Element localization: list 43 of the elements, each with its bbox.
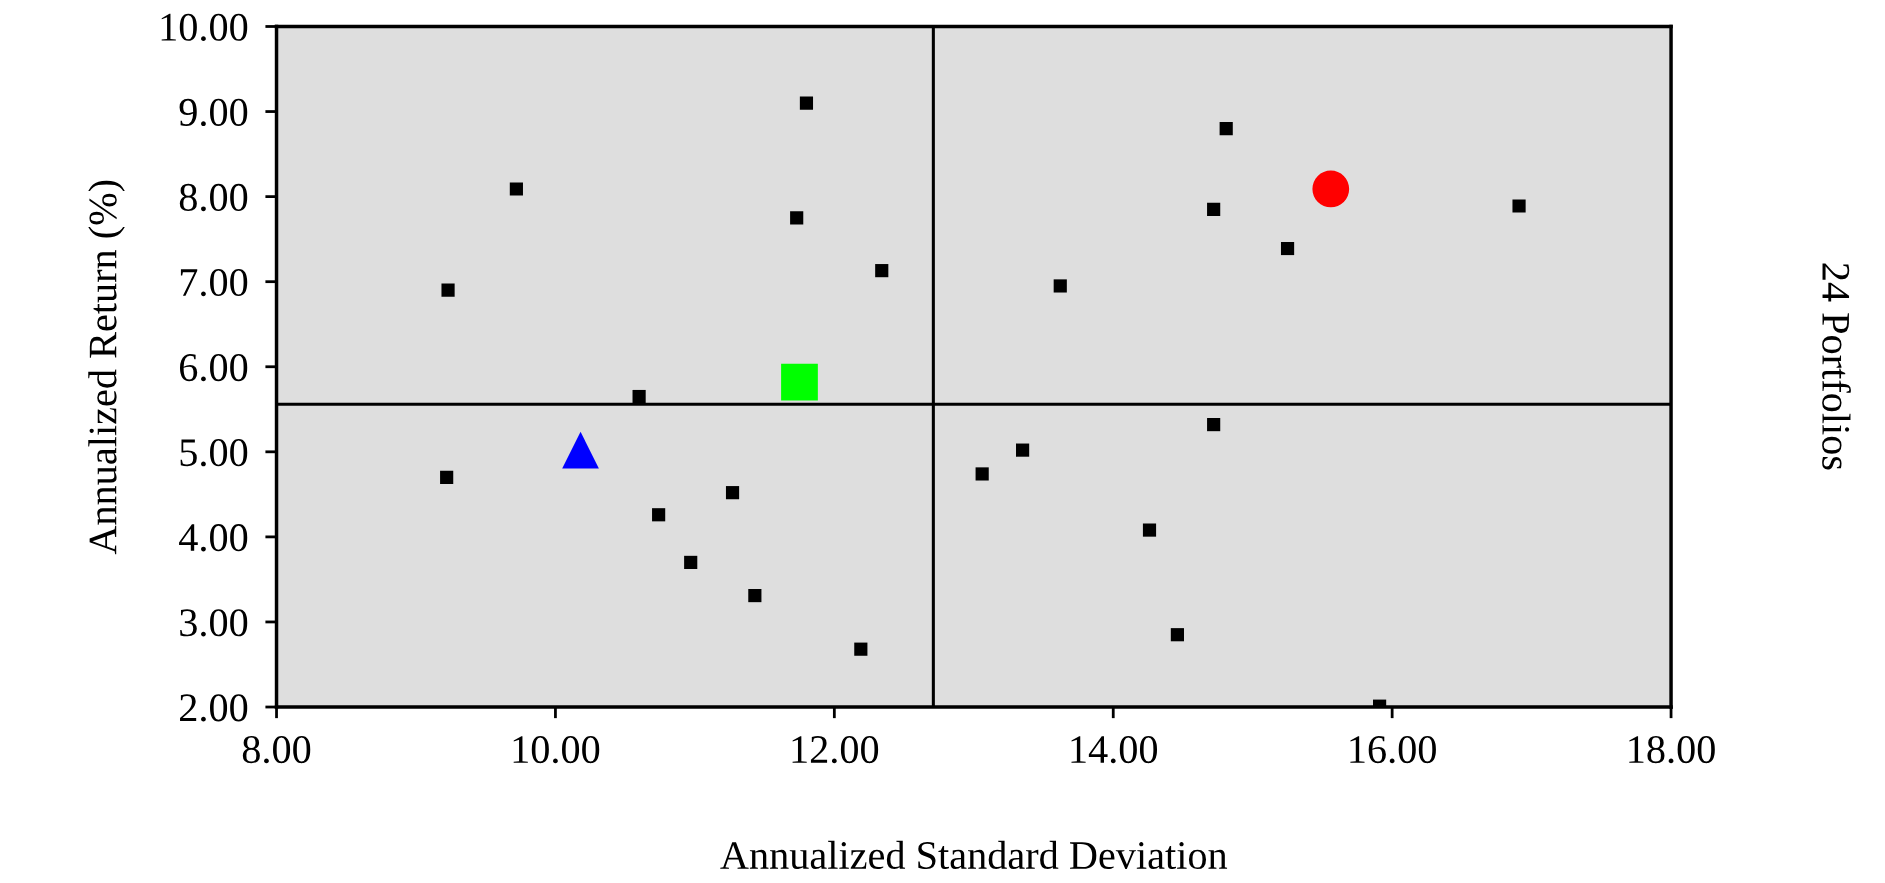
- y-tick-label: 2.00: [180, 694, 248, 722]
- point: [975, 467, 989, 481]
- point: [799, 96, 814, 110]
- point: [1053, 279, 1067, 293]
- text: 24 Portfolios: [1822, 263, 1851, 470]
- x-tick-label: 10.00: [513, 735, 600, 764]
- point: [1219, 121, 1233, 136]
- y-tick-label: 7.00: [180, 268, 248, 297]
- x-tick-label: 14.00: [1071, 735, 1158, 764]
- point: [1170, 628, 1184, 642]
- point: [875, 264, 889, 278]
- x-axis-title: Annualized Standard Deviation: [720, 840, 1228, 870]
- y-tick-label: 6.00: [180, 353, 248, 382]
- point: [1207, 202, 1221, 216]
- point: [440, 470, 454, 484]
- x-tick-label: 8.00: [242, 735, 311, 764]
- point: [1312, 170, 1350, 208]
- point: [562, 431, 599, 469]
- point: [790, 211, 804, 225]
- y-tick-label: 5.00: [180, 439, 248, 467]
- point: [1207, 418, 1221, 432]
- y-tick-label: 9.00: [179, 98, 248, 127]
- point: [441, 283, 455, 297]
- point: [1280, 241, 1295, 256]
- point: [1016, 443, 1030, 457]
- point: [509, 182, 523, 196]
- y-tick-label: 8.00: [179, 183, 248, 212]
- y-tick-label: 4.00: [179, 524, 248, 552]
- y-tick-label: 3.00: [180, 609, 248, 637]
- point: [632, 389, 646, 404]
- point: [1142, 523, 1157, 537]
- point: [652, 508, 666, 522]
- point: [781, 363, 818, 401]
- point: [854, 642, 868, 656]
- point: [684, 555, 698, 569]
- x-tick-label: 18.00: [1629, 735, 1715, 764]
- x-tick-label: 16.00: [1350, 735, 1436, 764]
- point: [725, 486, 740, 500]
- y-axis-title: Annualized Return (%): [88, 180, 125, 555]
- x-tick-label: 12.00: [792, 735, 879, 764]
- point: [748, 588, 762, 603]
- y-tick-label: 10.00: [161, 13, 248, 42]
- point: [1512, 199, 1526, 213]
